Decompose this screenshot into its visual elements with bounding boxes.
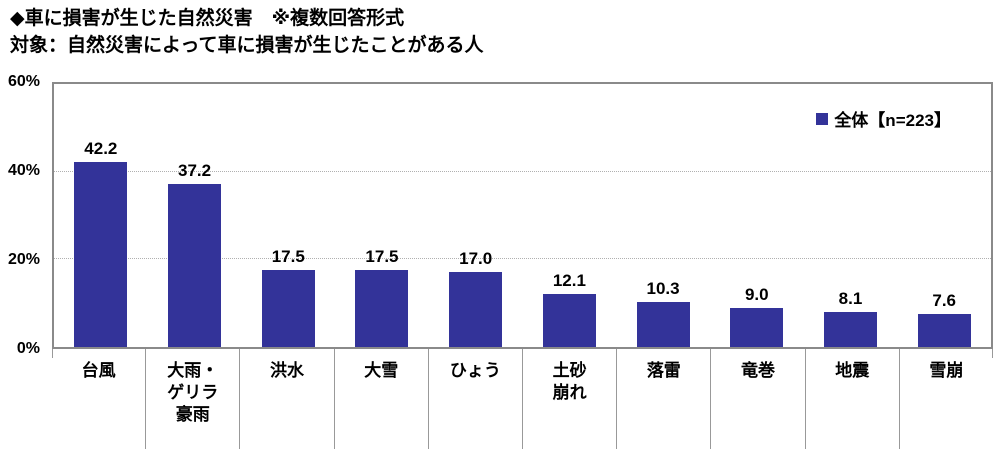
bar <box>730 307 784 347</box>
bar <box>261 270 315 347</box>
bar-column: 10.3 <box>616 84 710 347</box>
x-axis-label: 大雨・ ゲリラ 豪雨 <box>145 349 239 449</box>
bar-value-label: 8.1 <box>838 288 863 308</box>
bar-value-label: 17.0 <box>459 249 493 269</box>
bar-value-label: 37.2 <box>178 160 212 180</box>
bar-value-label: 17.5 <box>271 247 305 267</box>
bar <box>355 270 409 347</box>
gridline <box>54 170 991 172</box>
legend-square-icon <box>816 112 829 125</box>
bar <box>74 162 128 347</box>
bar-column: 9.0 <box>710 84 804 347</box>
bar-value-label: 12.1 <box>552 270 586 290</box>
x-axis-label: 雪崩 <box>898 349 993 449</box>
chart-title: ◆車に損害が生じた自然災害 ※複数回答形式 <box>10 8 405 29</box>
legend-label: 全体【n=223】 <box>834 111 951 130</box>
bar-value-label: 7.6 <box>932 290 956 310</box>
x-axis-label: 大雪 <box>333 349 428 449</box>
bar-column: 12.1 <box>523 84 617 347</box>
bar <box>168 183 222 347</box>
x-axis-label: 竜巻 <box>710 349 804 449</box>
bar-column: 37.2 <box>148 84 242 347</box>
bar-column: 17.5 <box>241 84 335 347</box>
legend: 全体【n=223】 <box>816 106 951 131</box>
y-tick-label: 60% <box>7 73 40 90</box>
y-tick-label: 20% <box>7 251 40 268</box>
bar <box>636 301 690 347</box>
bar-series: 42.2 37.2 17.5 17.5 17.0 12.1 10.3 9.0 8.1 7.6 <box>54 84 991 347</box>
bar-column: 17.5 <box>335 84 429 347</box>
x-axis-label: ひょう <box>427 349 522 449</box>
bar <box>449 272 503 347</box>
gridline <box>54 258 991 260</box>
x-axis-label: 地震 <box>804 349 899 449</box>
bar-value-label: 9.0 <box>744 284 769 304</box>
bar <box>917 313 971 347</box>
bar <box>823 311 877 347</box>
y-tick-label: 40% <box>7 162 40 179</box>
bar-column: 17.0 <box>429 84 523 347</box>
x-axis: 台風 大雨・ ゲリラ 豪雨 洪水 大雪 ひょう 土砂 崩れ 落雷 竜巻 地震 雪崩 <box>52 349 993 449</box>
bar-column: 42.2 <box>54 84 148 347</box>
bar <box>542 293 596 347</box>
bar-value-label: 17.5 <box>365 247 399 267</box>
x-axis-label: 土砂 崩れ <box>522 349 616 449</box>
y-tick-label: 0% <box>16 340 40 357</box>
x-axis-label: 台風 <box>81 361 116 380</box>
y-axis: 0% 20% 40% 60% <box>0 73 46 357</box>
plot-area: 42.2 37.2 17.5 17.5 17.0 12.1 10.3 9.0 8.1 7.6 全体… <box>52 82 993 349</box>
bar-value-label: 10.3 <box>646 278 680 298</box>
x-axis-label: 落雷 <box>616 349 710 449</box>
x-axis-label: 洪水 <box>239 349 333 449</box>
bar-column: 7.6 <box>897 84 991 347</box>
bar-column: 8.1 <box>804 84 898 347</box>
bar-value-label: 42.2 <box>84 139 118 159</box>
chart-subtitle: 対象：自然災害によって車に損害が生じたことがある人 <box>10 35 484 56</box>
chart-header: ◆車に損害が生じた自然災害 ※複数回答形式 対象：自然災害によって車に損害が生じ… <box>10 5 483 59</box>
